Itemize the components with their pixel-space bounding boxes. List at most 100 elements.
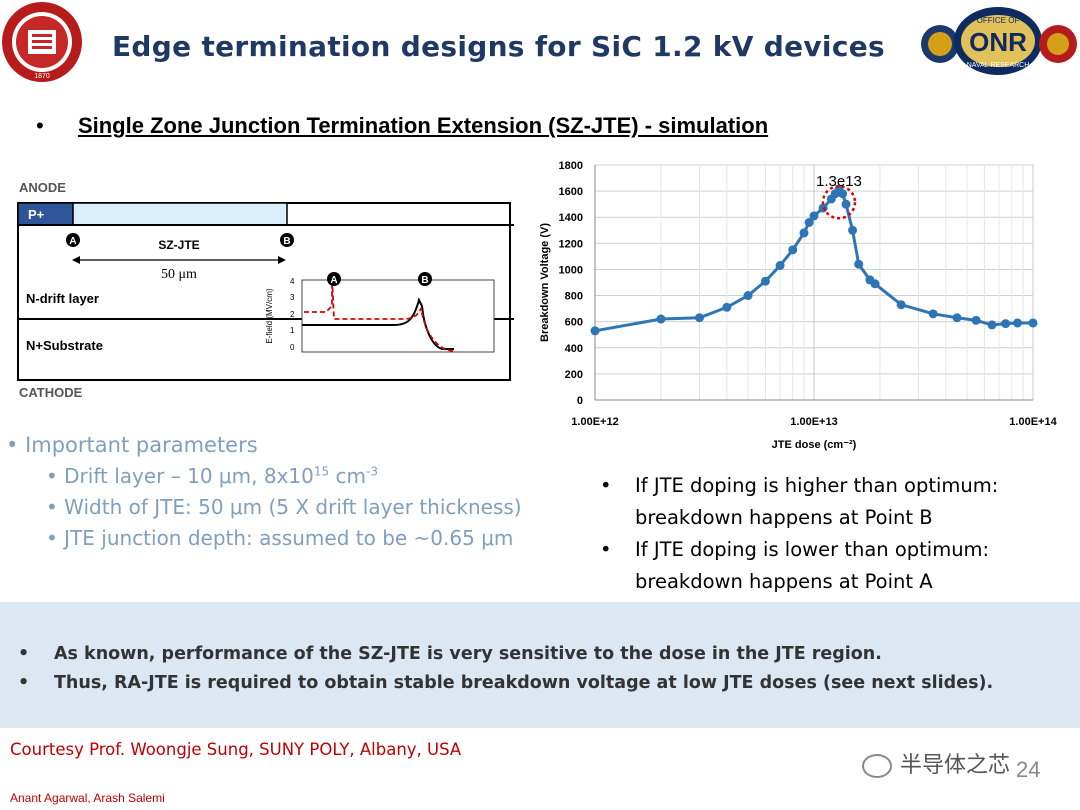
y-tick-label: 600	[565, 317, 583, 329]
inset-marker-a	[327, 272, 341, 286]
data-point	[799, 228, 809, 238]
svg-text:NAVAL RESEARCH: NAVAL RESEARCH	[967, 62, 1030, 69]
efield-ytick: 2	[290, 310, 295, 319]
param-drift-text: Drift layer – 10 μm, 8x10	[64, 464, 314, 488]
subtitle: • Single Zone Junction Termination Exten…	[36, 113, 768, 139]
params-heading-row: • Important parameters	[6, 433, 522, 457]
data-point	[896, 300, 906, 310]
efield-ytick: 4	[290, 277, 295, 286]
y-tick-label: 1000	[559, 264, 583, 276]
param-drift-unit: cm	[329, 464, 366, 488]
breakdown-voltage-chart: 0 200 400 600 800 1000 1200 1400 1600 1800 1.00E+1…	[539, 160, 1058, 451]
param-drift: • Drift layer – 10 μm, 8x1015 cm-3	[46, 464, 522, 488]
ohio-state-seal-logo: 1870	[2, 2, 82, 82]
data-point	[722, 302, 732, 312]
anode-label: ANODE	[19, 180, 66, 195]
inset-marker-b-label: B	[421, 275, 428, 286]
efield-ytick: 3	[290, 293, 295, 302]
data-point	[809, 211, 819, 221]
y-tick-label: 200	[565, 369, 583, 381]
doping-note: • If JTE doping is lower than optimum: b…	[600, 534, 1070, 598]
szjte-label: SZ-JTE	[158, 238, 199, 252]
data-point	[788, 245, 798, 255]
y-axis-label: Breakdown Voltage (V)	[539, 223, 551, 342]
data-point	[1013, 318, 1023, 328]
bullet: •	[18, 644, 30, 664]
efield-ytick: 1	[290, 326, 295, 335]
onr-logo: OFFICE OF ONR NAVAL RESEARCH	[921, 7, 1077, 75]
bullet: •	[46, 526, 58, 550]
optimum-highlight-circle	[821, 185, 857, 220]
data-point	[987, 320, 997, 330]
data-point	[952, 313, 962, 323]
watermark: 半导体之芯	[862, 747, 1010, 779]
y-tick-label: 1400	[559, 212, 583, 224]
summary-item: • As known, performance of the SZ-JTE is…	[18, 640, 993, 669]
data-point	[971, 315, 981, 325]
doping-note-text: If JTE doping is lower than optimum: bre…	[635, 538, 990, 593]
ndrift-label: N-drift layer	[26, 291, 99, 306]
doping-note-text: If JTE doping is higher than optimum: br…	[635, 474, 999, 529]
bullet: •	[600, 538, 612, 561]
bullet: •	[600, 474, 612, 497]
authors: Anant Agarwal, Arash Salemi	[10, 791, 165, 805]
param-width: • Width of JTE: 50 μm (5 X drift layer t…	[46, 495, 522, 519]
efield-ylabel: E-field (MV/cm)	[265, 288, 274, 343]
bullet: •	[46, 495, 58, 519]
x-tick-label: 1.00E+12	[571, 416, 618, 428]
x-axis-label: JTE dose (cm⁻²)	[772, 439, 857, 451]
data-point	[838, 189, 848, 199]
parameters-block: • Important parameters • Drift layer – 1…	[6, 433, 522, 550]
svg-text:1870: 1870	[34, 73, 50, 80]
data-point	[854, 259, 864, 269]
device-cross-section-diagram: ANODE P+ A B SZ-JTE 50 μm N-drift layer …	[17, 180, 514, 400]
efield-inset-plot: E-field (MV/cm) 4 3 2 1 0 A B	[265, 272, 495, 353]
efield-ytick: 0	[290, 343, 295, 352]
data-point	[1001, 319, 1011, 329]
x-tick-label: 1.00E+14	[1009, 416, 1057, 428]
data-point	[804, 217, 814, 227]
bullet: •	[6, 433, 19, 457]
point-a-label: A	[69, 236, 76, 247]
pplus-label: P+	[28, 207, 45, 222]
data-point	[1028, 318, 1038, 328]
param-width-text: Width of JTE: 50 μm (5 X drift layer thi…	[64, 495, 522, 519]
data-point	[760, 276, 770, 286]
point-b-marker	[280, 233, 294, 247]
data-point	[656, 314, 666, 324]
summary-item-text: Thus, RA-JTE is required to obtain stabl…	[54, 673, 994, 693]
data-point	[928, 309, 938, 319]
param-depth: • JTE junction depth: assumed to be ~0.6…	[46, 526, 522, 550]
point-b-label: B	[283, 236, 290, 247]
slide-title: Edge termination designs for SiC 1.2 kV …	[112, 30, 885, 63]
params-heading: Important parameters	[25, 433, 258, 457]
courtesy-note: Courtesy Prof. Woongje Sung, SUNY POLY, …	[10, 740, 462, 759]
data-point	[870, 279, 880, 289]
page-number: 24	[1016, 757, 1041, 782]
data-point	[694, 313, 704, 323]
wechat-icon	[862, 754, 892, 778]
bullet: •	[36, 113, 44, 138]
x-tick-label: 1.00E+13	[790, 416, 837, 428]
point-a-marker	[66, 233, 80, 247]
subtitle-text: Single Zone Junction Termination Extensi…	[77, 113, 769, 138]
jte-region	[72, 202, 288, 226]
param-drift-unit-exp: -3	[365, 464, 378, 479]
y-tick-label: 400	[565, 343, 583, 355]
y-tick-label: 800	[565, 291, 583, 303]
y-tick-label: 1600	[559, 186, 583, 198]
inset-marker-a-label: A	[330, 275, 337, 286]
inset-marker-b	[418, 272, 432, 286]
watermark-text: 半导体之芯	[900, 753, 1011, 778]
doping-notes: • If JTE doping is higher than optimum: …	[600, 470, 1070, 598]
data-point	[841, 199, 851, 209]
data-point	[590, 326, 600, 336]
efield-curve-red	[304, 275, 455, 352]
svg-text:OFFICE OF: OFFICE OF	[977, 16, 1020, 25]
doping-note: • If JTE doping is higher than optimum: …	[600, 470, 1070, 534]
bullet: •	[18, 673, 30, 693]
data-point	[743, 291, 753, 301]
data-point	[775, 261, 785, 271]
summary-item-text: As known, performance of the SZ-JTE is v…	[54, 644, 882, 664]
svg-text:ONR: ONR	[969, 27, 1027, 57]
